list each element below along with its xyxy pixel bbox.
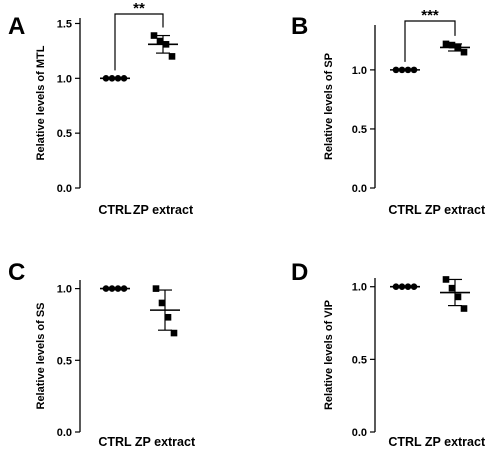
panel-b: B 0.0 0.5 1.0 Relative levels of SP CTRL ZP ex… <box>291 7 486 217</box>
x-category-label: ZP extract <box>135 435 196 449</box>
panel-letter: B <box>291 13 308 40</box>
zp-extract-point <box>442 276 450 283</box>
panel-letter: D <box>291 259 308 286</box>
x-category-label: CTRL <box>388 203 422 217</box>
zp-extract-point <box>158 299 166 307</box>
y-tick-label: 1.0 <box>57 73 72 85</box>
x-category-label: CTRL <box>98 203 132 217</box>
panel-letter: A <box>8 13 25 40</box>
zp-extract-point <box>460 48 468 56</box>
zp-extract-point <box>150 32 158 39</box>
panel-c: C 0.0 0.5 1.0 Relative levels of SS CTRL ZP ex… <box>8 259 196 449</box>
y-tick-label: 1.5 <box>57 18 72 30</box>
x-category-label: CTRL <box>98 435 132 449</box>
y-axis-title: Relative levels of VIP <box>323 300 335 410</box>
zp-extract-point <box>454 293 462 301</box>
zp-extract-point <box>460 305 468 312</box>
significance-bracket <box>404 20 456 62</box>
y-tick-label: 0.0 <box>57 183 72 195</box>
y-tick-label: 0.5 <box>57 128 72 140</box>
significance-marker: ** <box>133 0 145 17</box>
zp-extract-point <box>168 53 176 60</box>
x-category-label: ZP extract <box>133 203 194 217</box>
x-category-label: CTRL <box>388 435 422 449</box>
panel-letter: C <box>8 259 25 286</box>
y-tick-label: 1.0 <box>57 284 72 296</box>
y-tick-label: 1.0 <box>352 65 367 77</box>
significance-bracket <box>114 13 164 71</box>
panel-d: D 0.0 0.5 1.0 Relative levels of VIP CTRL ZP e… <box>291 259 486 449</box>
y-axis-title: Relative levels of SS <box>35 303 47 410</box>
zp-extract-point <box>170 329 178 337</box>
y-tick-label: 0.0 <box>352 427 367 439</box>
x-category-label: ZP extract <box>425 203 486 217</box>
y-tick-label: 0.5 <box>57 355 72 367</box>
y-tick-label: 0.5 <box>352 124 367 136</box>
y-tick-label: 1.0 <box>352 282 367 294</box>
significance-marker: *** <box>421 7 439 24</box>
panel-a: A 0.0 0.5 1.0 1.5 Relative levels of MTL CTRL Z… <box>8 0 194 217</box>
zp-extract-point <box>164 313 172 321</box>
x-category-label: ZP extract <box>425 435 486 449</box>
y-axis-title: Relative levels of MTL <box>35 45 47 160</box>
y-tick-label: 0.5 <box>352 354 367 366</box>
y-tick-label: 0.0 <box>352 183 367 195</box>
zp-extract-point <box>448 284 456 292</box>
zp-extract-point <box>152 285 160 292</box>
zp-extract-point <box>442 40 450 48</box>
zp-extract-point <box>156 37 164 45</box>
y-axis-title: Relative levels of SP <box>323 53 335 160</box>
zp-extract-point <box>448 41 456 49</box>
y-tick-label: 0.0 <box>57 427 72 439</box>
